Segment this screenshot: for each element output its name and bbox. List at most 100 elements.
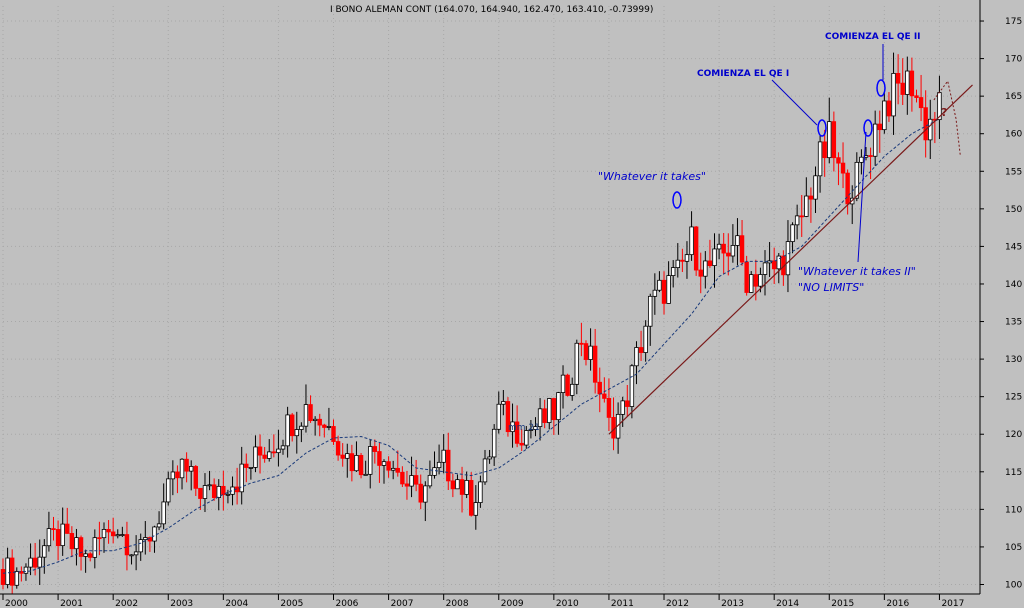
candle-body [670,267,676,276]
candle-body [239,463,244,493]
candle-body [262,454,267,459]
candle-body [308,404,313,421]
y-axis-panel [980,0,1024,608]
candle-body [446,449,451,482]
candle-body [386,461,391,471]
candle-body [317,418,322,426]
candle-body [9,557,15,586]
y-tick-label: 160 [1005,130,1022,140]
grid [2,6,980,594]
candle-body [156,523,162,528]
candle-body [257,446,263,456]
candle-body [491,428,497,458]
candle-body [248,467,254,469]
chart-title: I BONO ALEMAN CONT (164.070, 164.940, 16… [330,5,653,15]
candle-body [51,528,56,531]
candle-body [363,473,368,476]
x-tick-label: 2015 [831,599,854,608]
x-tick-label: 2017 [941,599,964,608]
candle-body [588,345,593,360]
y-tick-label: 170 [1005,55,1022,65]
pointer-qe1 [771,79,818,126]
candle-body [606,397,612,418]
candle-body [615,413,621,439]
y-tick-label: 140 [1005,280,1022,290]
candle-body [776,255,781,270]
candle-body [625,400,630,407]
candle-body [225,493,231,496]
x-axis-ticks: 2000 2001 2002 2003 2004 2005 2006 2007 2008 2009… [2,594,964,608]
candle-body [377,451,382,466]
candle-body [5,557,10,585]
x-tick-label: 2013 [721,599,744,608]
y-tick-label: 150 [1005,205,1022,215]
candle-body [928,118,933,141]
candle-body [202,485,208,499]
candle-body [891,73,896,117]
candle-body [845,172,850,205]
candle-body [60,523,65,547]
candle-body [354,455,359,472]
candle-body [289,414,295,437]
candle-body [28,557,33,568]
candle-body [735,235,740,246]
candle-body [110,531,116,537]
candle-body [322,424,327,428]
candle-body [413,475,419,485]
y-tick-label: 110 [1005,505,1022,515]
candle-body [143,537,148,541]
annotation-whatever-2: "Whatever it takes II" [798,265,916,278]
annotation-whatever: "Whatever it takes" [598,170,706,183]
candle-body [487,456,492,460]
x-tick-label: 2010 [556,599,579,608]
candle-body [211,484,217,498]
candle-body [592,345,598,383]
x-tick-label: 2011 [611,599,634,608]
candle-body [583,343,589,360]
y-tick-label: 135 [1005,318,1022,328]
candle-body [161,501,166,525]
candle-body [184,458,189,472]
moving-average-line [2,118,940,574]
candle-body [744,261,749,293]
candle-body [542,408,547,423]
pointer-whatever-2 [857,131,867,263]
candle-body [299,425,304,430]
candle-body [666,275,671,304]
candle-body [620,400,625,415]
candle-body [574,342,579,385]
candle-body [326,426,332,428]
candle-body [712,248,717,267]
candle-body [634,347,639,367]
candle-body [340,454,345,459]
annotation-qe1: COMIENZA EL QE I [697,69,789,79]
candle-body [799,215,804,218]
x-tick-label: 2006 [336,599,359,608]
trend-line [608,84,973,435]
candle-body [450,480,456,490]
candle-body [482,458,488,483]
x-tick-label: 2001 [60,599,83,608]
candle-body [216,485,221,498]
candle-body [537,408,543,427]
candle-body [565,374,570,396]
candle-body [423,485,428,503]
candle-body [46,528,52,547]
candle-body [514,421,520,444]
candle-body [739,235,745,263]
candle-body [244,463,249,468]
candle-body [716,243,722,250]
candle-body [349,453,355,472]
candle-body [69,533,75,550]
candle-body [661,279,667,304]
candle-body [602,393,607,399]
question-mark: ? [941,106,947,119]
candle-body [629,365,635,407]
candle-body [680,259,685,262]
y-tick-label: 165 [1005,92,1022,102]
candle-body [124,534,130,556]
candle-body [771,260,777,270]
y-tick-label: 145 [1005,242,1022,252]
candle-body [753,274,759,287]
